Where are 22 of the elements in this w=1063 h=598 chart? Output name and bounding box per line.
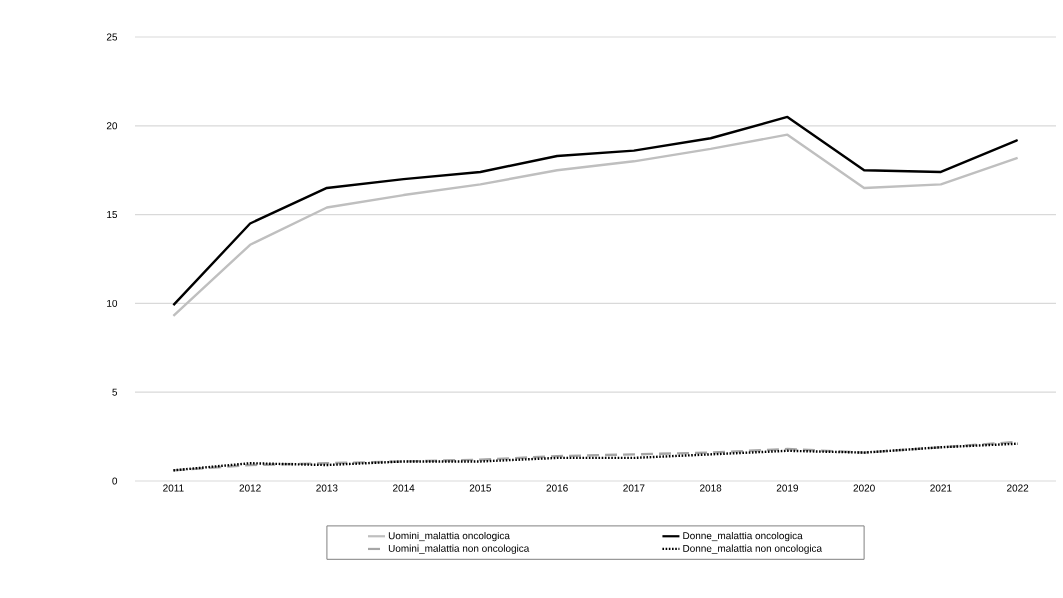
x-tick-label: 2022 [1007,484,1029,492]
y-tick-label: 10 [107,299,118,307]
x-tick-label: 2012 [239,484,261,492]
x-tick-label: 2017 [623,484,645,492]
x-tick-label: 2015 [469,484,492,492]
y-tick-label: 0 [112,477,118,485]
x-tick-label: 2011 [163,484,184,492]
x-tick-label: 2020 [853,484,875,492]
legend-label: Donne_malattia oncologica [683,531,803,542]
legend-label: Uomini_malattia non oncologica [388,544,530,554]
y-tick-label: 20 [106,122,118,130]
legend-label: Uomini_malattia oncologica [388,531,510,542]
x-tick-label: 2019 [776,484,798,492]
y-tick-label: 5 [112,388,118,396]
y-tick-label: 25 [106,33,118,41]
x-tick-label: 2021 [930,484,952,492]
x-tick-label: 2013 [316,484,338,492]
x-tick-label: 2016 [546,484,568,492]
x-tick-label: 2014 [393,484,415,492]
y-tick-label: 15 [107,211,118,219]
legend-label: Donne_malattia non oncologica [683,544,823,554]
x-tick-label: 2018 [700,484,722,492]
